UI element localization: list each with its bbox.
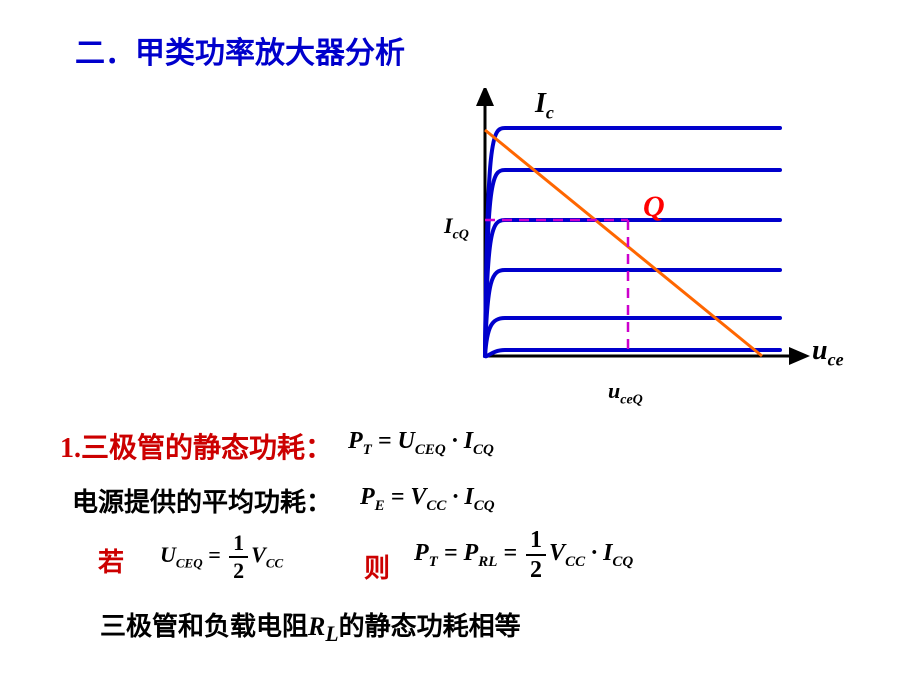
fraction-half-1: 1 2 — [229, 532, 248, 582]
uceq-label: uceQ — [608, 378, 643, 408]
x-axis-label: uce — [812, 335, 844, 371]
formula-uceq: UCEQ = 1 2 VCC — [160, 532, 283, 582]
icq-label: IcQ — [444, 213, 469, 243]
if-text: 若 — [98, 542, 124, 579]
conclusion-text: 三极管和负载电阻RL的静态功耗相等 — [100, 606, 521, 647]
section-1-title: 1.三极管的静态功耗： — [60, 426, 333, 466]
fraction-half-2: 1 2 — [526, 528, 546, 582]
formula-pt-prl: PT = PRL = 1 2 VCC · ICQ — [414, 528, 633, 582]
page-title: 二．甲类功率放大器分析 — [75, 28, 405, 72]
formula-pe: PE = VCC · ICQ — [360, 484, 495, 515]
q-point-label: Q — [643, 190, 665, 224]
formula-pt: PT = UCEQ · ICQ — [348, 428, 494, 459]
then-text: 则 — [364, 548, 390, 585]
avg-power-text: 电源提供的平均功耗： — [72, 482, 332, 519]
y-axis-label: Ic — [535, 88, 554, 124]
